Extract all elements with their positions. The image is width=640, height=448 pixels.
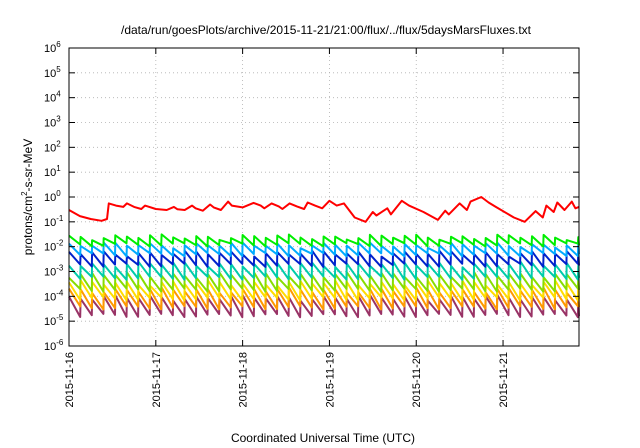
y-axis-label: protons/cm2-s-sr-MeV: [20, 139, 35, 255]
x-tick-label: 2015-11-19: [324, 352, 336, 407]
y-tick-label: 10-3: [44, 264, 64, 279]
y-tick-label: 102: [44, 139, 61, 154]
y-tick-label: 10-6: [44, 338, 64, 353]
series-line: [68, 279, 580, 302]
x-tick-label: 2015-11-16: [64, 352, 76, 407]
x-tick-labels: 2015-11-16 2015-11-17 2015-11-18 2015-11-19…: [64, 352, 510, 407]
ticks: [68, 47, 579, 347]
y-tick-label: 101: [44, 164, 61, 179]
series-line: [68, 249, 580, 268]
series-line: [68, 286, 580, 311]
chart-title: /data/run/goesPlots/archive/2015-11-21/2…: [121, 23, 532, 37]
x-tick-label: 2015-11-20: [411, 352, 423, 407]
series-group: [68, 196, 580, 319]
x-tick-label: 2015-11-18: [238, 352, 250, 407]
y-axis-label-base: protons/cm: [21, 196, 35, 255]
y-tick-label: 10-5: [44, 313, 64, 328]
series-line: [68, 260, 580, 281]
y-tick-label: 106: [44, 40, 61, 55]
series-line: [68, 241, 580, 258]
y-tick-label: 10-1: [44, 214, 64, 229]
x-tick-label: 2015-11-21: [498, 352, 510, 407]
y-tick-labels: 10-6 10-5 10-4 10-3 10-2 10-1 100 101 102 103 104 1…: [44, 40, 64, 353]
y-axis-label-sup: 2: [20, 191, 29, 196]
series-line: [68, 293, 580, 319]
series-line: [68, 196, 580, 223]
x-tick-label: 2015-11-17: [151, 352, 163, 407]
y-tick-label: 100: [44, 189, 61, 204]
y-tick-label: 10-4: [44, 288, 64, 303]
series-line: [68, 271, 580, 293]
y-tick-label: 10-2: [44, 239, 64, 254]
x-axis-label: Coordinated Universal Time (UTC): [231, 431, 415, 445]
y-tick-label: 103: [44, 115, 61, 130]
series-line: [68, 233, 580, 248]
y-axis-label-rest: -s-sr-MeV: [21, 139, 35, 192]
y-tick-label: 105: [44, 65, 61, 80]
y-tick-label: 104: [44, 90, 61, 105]
